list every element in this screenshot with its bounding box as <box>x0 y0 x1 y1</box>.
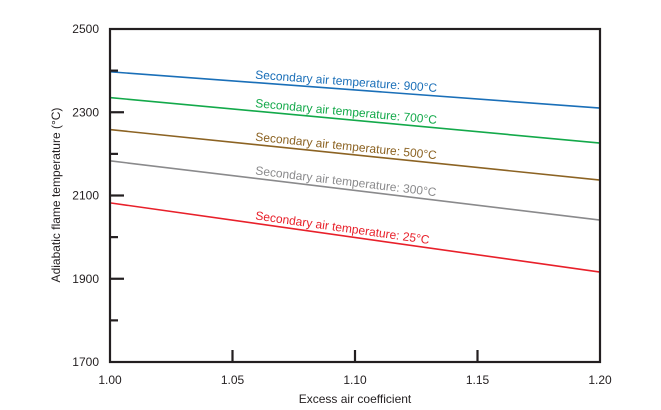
series-line <box>110 160 601 221</box>
series-line <box>110 202 601 273</box>
x-tick-label: 1.10 <box>343 373 367 387</box>
x-tick-label: 1.20 <box>588 373 612 387</box>
series-label: Secondary air temperature: 900°C <box>255 68 438 95</box>
y-tick-label: 1700 <box>72 355 99 369</box>
tick-layer: 1700 1900 2100 2300 2500 1.00 1.05 1.10 1.15 1.20 <box>72 22 612 387</box>
series-line <box>110 96 601 144</box>
series-line <box>110 128 601 181</box>
x-axis-title: Excess air coefficient <box>299 392 412 406</box>
series-line <box>110 71 601 109</box>
y-tick-label: 1900 <box>72 272 99 286</box>
series-label: Secondary air temperature: 700°C <box>255 96 438 127</box>
x-tick-label: 1.00 <box>98 373 122 387</box>
x-tick-label: 1.15 <box>466 373 490 387</box>
y-axis-title: Adiabatic flame temperature (°C) <box>49 108 63 283</box>
x-tick-label: 1.05 <box>221 373 245 387</box>
y-tick-label: 2100 <box>72 189 99 203</box>
series-layer <box>110 71 601 273</box>
y-tick-label: 2300 <box>72 105 99 119</box>
y-tick-label: 2500 <box>72 22 99 36</box>
series-label: Secondary air temperature: 500°C <box>255 130 438 163</box>
